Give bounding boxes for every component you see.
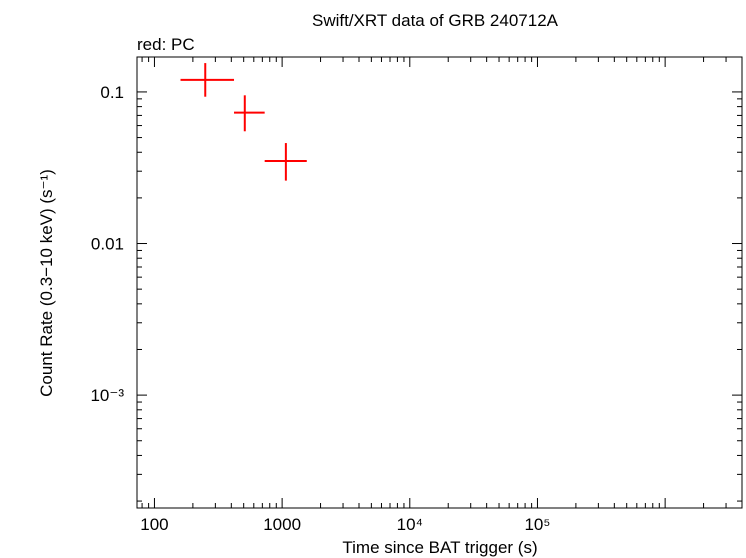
x-tick-label: 10⁴: [397, 515, 423, 534]
data-point: [264, 143, 307, 181]
x-tick-label: 10⁵: [524, 515, 550, 534]
chart-subtitle: red: PC: [137, 35, 195, 54]
data-point: [234, 95, 265, 132]
data-point: [180, 63, 235, 97]
data-points: [180, 63, 307, 181]
y-tick-label: 0.01: [91, 235, 124, 254]
y-tick-label: 0.1: [100, 83, 124, 102]
x-axis-label: Time since BAT trigger (s): [342, 538, 537, 557]
x-tick-label: 100: [140, 515, 168, 534]
y-tick-label: 10⁻³: [90, 386, 124, 405]
x-tick-labels: 100 1000 10⁴ 10⁵: [140, 515, 550, 534]
y-axis-label: Count Rate (0.3−10 keV) (s⁻¹): [37, 169, 56, 397]
chart-title: Swift/XRT data of GRB 240712A: [312, 11, 559, 30]
axis-ticks: [137, 57, 743, 508]
plot-frame: [136, 56, 743, 509]
x-tick-label: 1000: [263, 515, 301, 534]
y-tick-labels: 0.1 0.01 10⁻³: [90, 83, 124, 405]
